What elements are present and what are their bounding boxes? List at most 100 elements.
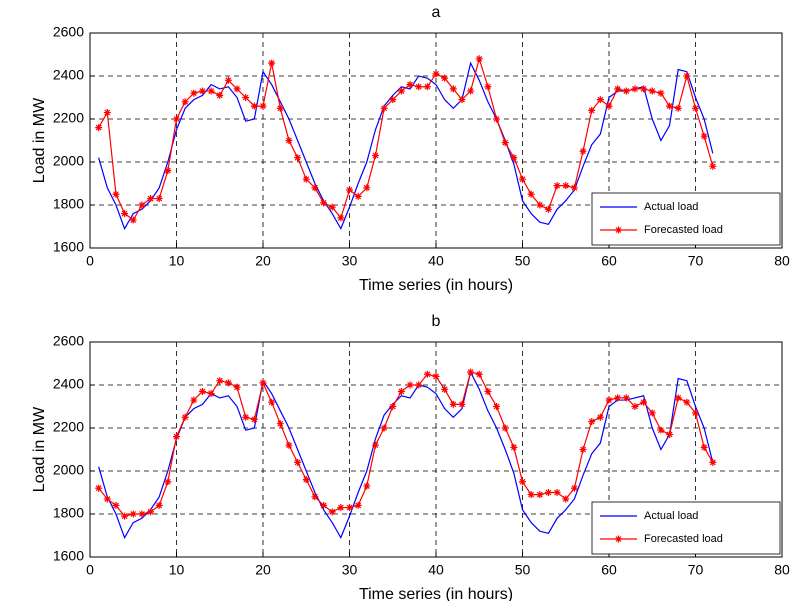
- marker: [648, 409, 656, 417]
- y-tick-label: 2400: [53, 376, 84, 392]
- y-tick-label: 1800: [53, 505, 84, 521]
- marker: [397, 87, 405, 95]
- marker: [657, 89, 665, 97]
- marker: [147, 508, 155, 516]
- marker: [614, 85, 622, 93]
- marker: [294, 458, 302, 466]
- marker: [112, 190, 120, 198]
- marker: [138, 510, 146, 518]
- marker: [181, 98, 189, 106]
- marker: [268, 398, 276, 406]
- marker: [432, 372, 440, 380]
- marker: [302, 175, 310, 183]
- x-tick-label: 20: [255, 253, 271, 269]
- marker: [596, 96, 604, 104]
- y-tick-label: 2400: [53, 67, 84, 83]
- marker: [475, 55, 483, 63]
- marker: [311, 184, 319, 192]
- y-axis-label: Load in MW: [31, 97, 48, 183]
- marker: [441, 385, 449, 393]
- marker: [544, 205, 552, 213]
- x-tick-label: 40: [428, 562, 444, 578]
- marker: [371, 441, 379, 449]
- marker: [666, 102, 674, 110]
- marker: [337, 214, 345, 222]
- marker: [173, 433, 180, 441]
- marker: [579, 147, 587, 155]
- x-tick-label: 30: [342, 253, 358, 269]
- marker: [562, 182, 570, 190]
- marker: [276, 420, 284, 428]
- plot-frame: [89, 32, 783, 249]
- marker: [415, 83, 423, 91]
- marker: [371, 152, 379, 160]
- marker: [363, 482, 371, 490]
- marker: [121, 210, 129, 218]
- marker: [544, 489, 552, 496]
- marker: [354, 192, 362, 200]
- marker: [501, 139, 509, 147]
- marker: [233, 383, 241, 391]
- marker: [484, 83, 492, 91]
- marker: [588, 106, 596, 114]
- marker: [138, 201, 146, 209]
- marker: [467, 368, 475, 376]
- marker: [268, 59, 276, 67]
- marker: [337, 504, 345, 512]
- legend-label: Forecasted load: [644, 224, 723, 236]
- marker: [207, 390, 215, 398]
- y-axis-label: Load in MW: [31, 406, 48, 492]
- marker: [692, 104, 699, 112]
- marker: [484, 387, 492, 395]
- marker: [605, 396, 613, 404]
- marker: [164, 478, 172, 486]
- marker: [493, 115, 501, 123]
- marker: [276, 104, 284, 112]
- marker: [250, 415, 258, 423]
- marker: [631, 403, 639, 410]
- marker: [242, 94, 250, 101]
- marker: [164, 167, 172, 175]
- marker: [562, 495, 570, 503]
- marker: [458, 400, 466, 408]
- marker: [423, 83, 431, 91]
- marker: [311, 493, 319, 501]
- marker: [519, 478, 526, 486]
- marker: [155, 195, 163, 203]
- marker: [129, 216, 137, 224]
- marker: [458, 96, 466, 104]
- marker: [112, 501, 120, 509]
- marker: [328, 508, 336, 516]
- legend: [591, 192, 781, 246]
- marker: [501, 424, 509, 432]
- marker: [570, 484, 578, 492]
- marker: [605, 102, 613, 110]
- marker: [198, 87, 206, 95]
- marker: [320, 199, 328, 207]
- marker: [147, 195, 155, 203]
- marker: [389, 403, 397, 410]
- marker: [224, 379, 232, 387]
- y-tick-label: 1600: [53, 548, 84, 564]
- marker: [173, 115, 180, 123]
- y-tick-label: 1600: [53, 239, 84, 255]
- marker: [302, 476, 310, 484]
- marker: [155, 501, 163, 509]
- marker: [129, 510, 137, 518]
- marker: [95, 124, 103, 132]
- marker: [207, 87, 215, 95]
- marker: [588, 418, 596, 426]
- marker: [657, 426, 665, 434]
- marker: [700, 443, 708, 451]
- marker: [596, 413, 604, 421]
- marker: [536, 201, 544, 209]
- y-tick-label: 2000: [53, 153, 84, 169]
- marker: [406, 81, 414, 89]
- marker: [640, 85, 648, 93]
- marker: [346, 186, 353, 194]
- marker: [389, 96, 397, 104]
- marker: [622, 87, 630, 95]
- chart-title: b: [432, 313, 441, 330]
- x-tick-label: 60: [601, 562, 617, 578]
